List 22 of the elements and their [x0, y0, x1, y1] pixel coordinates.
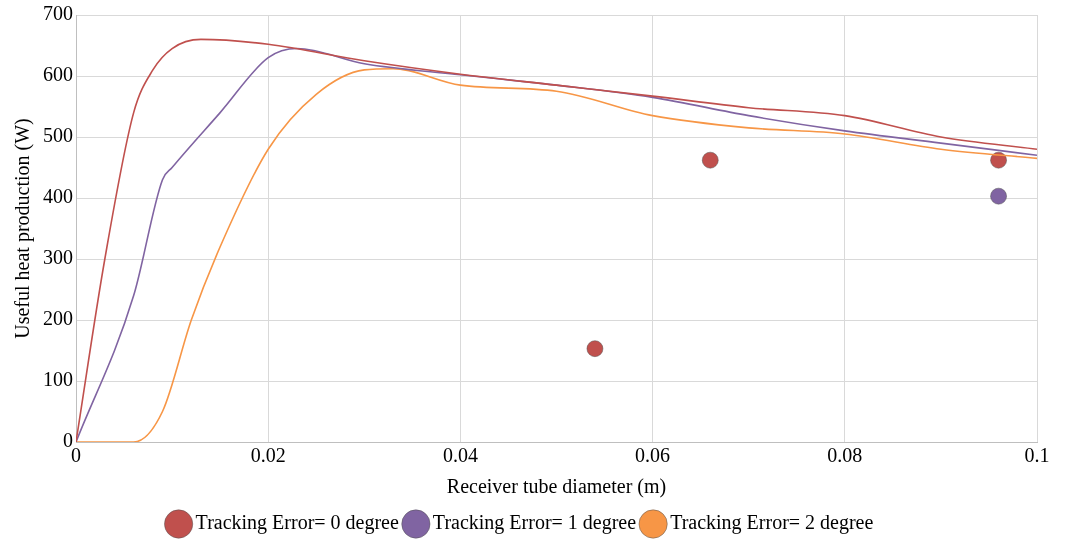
x-tick-label: 0.08 — [827, 444, 863, 467]
y-tick-label: 700 — [43, 2, 73, 25]
legend-label: Tracking Error= 2 degree — [670, 511, 874, 535]
x-axis-title: Receiver tube diameter (m) — [446, 475, 667, 499]
legend-label: Tracking Error= 1 degree — [432, 511, 637, 535]
legend-label: Tracking Error= 0 degree — [195, 511, 399, 535]
y-tick-label: 100 — [43, 368, 73, 391]
x-tick-label: 0.04 — [442, 444, 478, 467]
x-tick-label: 0.02 — [250, 444, 286, 467]
x-tick-label: 0.06 — [635, 444, 671, 467]
y-axis-title: Useful heat production (W) — [11, 118, 35, 339]
y-tick-label: 0 — [63, 429, 73, 452]
point — [586, 340, 604, 357]
y-tick-label: 200 — [43, 307, 73, 330]
point — [702, 151, 719, 169]
point — [990, 151, 1007, 169]
point — [990, 187, 1007, 205]
y-tick-label: 300 — [43, 246, 73, 269]
y-tick-label: 400 — [43, 185, 73, 208]
y-tick-label: 600 — [43, 63, 73, 86]
y-tick-label: 500 — [43, 124, 73, 147]
x-tick-label: 0.1 — [1024, 444, 1050, 467]
